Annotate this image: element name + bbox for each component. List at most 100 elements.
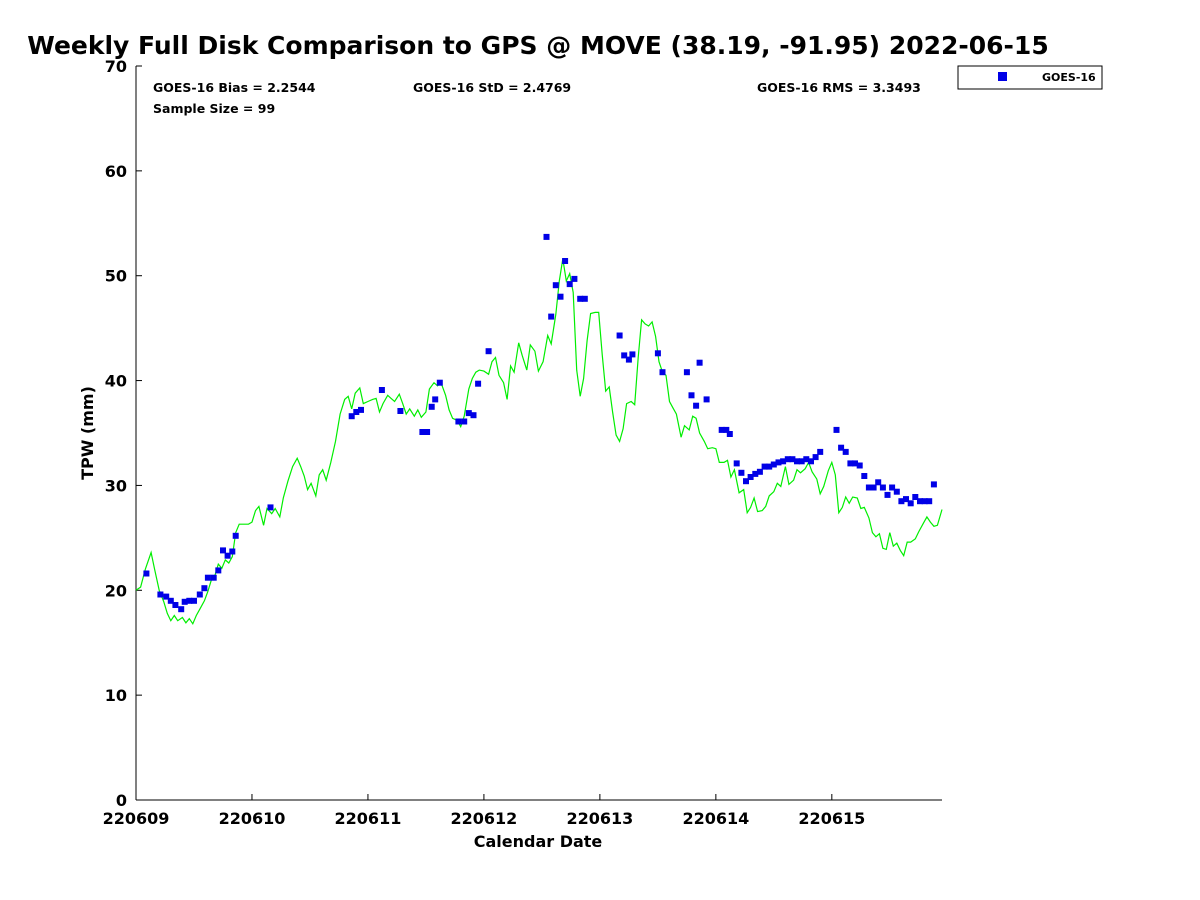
goes-16-point (566, 281, 573, 288)
y-tick-label: 20 (105, 581, 127, 600)
goes-16-point (358, 406, 364, 413)
goes-16-point (659, 369, 666, 376)
goes-16-point (723, 426, 730, 433)
y-tick-label: 60 (105, 162, 127, 181)
goes-16-point (865, 484, 872, 491)
goes-16-point (571, 275, 578, 282)
goes-16-point (167, 597, 174, 604)
y-axis-label: TPW (mm) (78, 386, 97, 480)
goes-16-point (485, 348, 492, 355)
goes-16-point (798, 458, 805, 465)
goes-16-point (693, 402, 700, 409)
goes-16-point (789, 456, 796, 463)
goes-16-point (889, 484, 896, 491)
x-tick-label: 220610 (219, 809, 286, 828)
goes-16-point (267, 504, 274, 511)
goes-16-point (562, 258, 569, 264)
goes-16-point (201, 585, 208, 592)
goes-16-series (143, 233, 937, 613)
goes-16-point (833, 426, 840, 433)
goes-16-point (718, 426, 725, 433)
goes-16-point (581, 295, 588, 302)
goes-16-point (879, 484, 886, 491)
goes-16-point (543, 233, 550, 240)
goes-16-point (470, 412, 477, 419)
goes-16-point (428, 403, 435, 410)
goes-16-point (465, 410, 472, 417)
goes-16-point (761, 463, 768, 470)
goes-16-point (548, 313, 555, 320)
goes-16-point (378, 387, 385, 393)
y-tick-label: 50 (105, 267, 127, 286)
goes-16-point (738, 469, 745, 476)
goes-16-point (861, 473, 868, 479)
goes-16-point (419, 429, 426, 435)
goes-16-point (455, 418, 462, 425)
goes-16-point (870, 484, 877, 491)
goes-16-point (903, 496, 909, 503)
gps-series (135, 258, 943, 626)
goes-16-point (178, 606, 185, 613)
std-stat: GOES-16 StD = 2.4769 (413, 80, 571, 95)
chart-title: Weekly Full Disk Comparison to GPS @ MOV… (27, 31, 1048, 60)
goes-16-point (780, 458, 787, 465)
goes-16-point (163, 593, 170, 600)
legend: GOES-16 (957, 65, 1103, 90)
goes-16-point (424, 429, 431, 435)
goes-16-point (172, 602, 179, 608)
y-tick-label: 0 (116, 791, 127, 810)
goes-16-point (930, 481, 937, 488)
goes-16-point (181, 598, 188, 605)
x-tick-label: 220612 (451, 809, 518, 828)
goes-16-point (229, 548, 236, 555)
goes-16-point (629, 351, 636, 358)
goes-16-point (842, 448, 849, 455)
goes-16-point (847, 460, 854, 467)
goes-16-point (210, 574, 217, 581)
goes-16-point (688, 392, 695, 399)
gps-line (135, 258, 943, 626)
legend-box (957, 65, 1103, 90)
plot-frame (135, 66, 942, 801)
y-tick-label: 10 (105, 686, 127, 705)
goes-16-point (766, 463, 773, 470)
goes-16-point (733, 460, 740, 467)
goes-16-point (703, 396, 710, 403)
bias-stat: GOES-16 Bias = 2.2544 (153, 80, 316, 95)
goes-16-point (220, 547, 226, 554)
goes-16-point (784, 456, 791, 463)
goes-16-point (621, 352, 628, 359)
goes-16-point (856, 462, 863, 469)
goes-16-point (756, 468, 763, 475)
goes-16-point (808, 458, 814, 465)
goes-16-point (232, 532, 239, 539)
goes-16-point (875, 479, 882, 486)
goes-16-point (432, 396, 439, 403)
x-tick-label: 220614 (682, 809, 749, 828)
y-ticks: 0 10 20 30 40 50 60 70 (105, 57, 142, 810)
goes-16-point (196, 591, 203, 598)
goes-16-point (191, 597, 197, 604)
goes-16-point (397, 408, 404, 414)
goes-16-point (893, 488, 900, 495)
goes-16-point (794, 458, 800, 465)
goes-16-point (348, 413, 355, 420)
goes-16-point (907, 500, 914, 507)
goes-16-point (616, 332, 623, 339)
goes-16-point (557, 293, 564, 300)
goes-16-point (747, 474, 754, 480)
goes-16-point (215, 567, 222, 574)
goes-16-point (186, 597, 193, 604)
x-ticks: 220609 220610 220611 220612 220613 220614 2206… (103, 794, 865, 828)
goes-16-point (696, 359, 703, 366)
goes-16-point (884, 491, 891, 498)
goes-16-point (852, 460, 858, 467)
goes-16-point (917, 498, 923, 505)
x-axis-label: Calendar Date (474, 832, 603, 851)
goes-16-point (726, 431, 733, 437)
goes-16-point (224, 552, 231, 559)
x-tick-label: 220615 (798, 809, 865, 828)
goes-16-point (803, 456, 810, 463)
goes-16-point (143, 570, 150, 577)
